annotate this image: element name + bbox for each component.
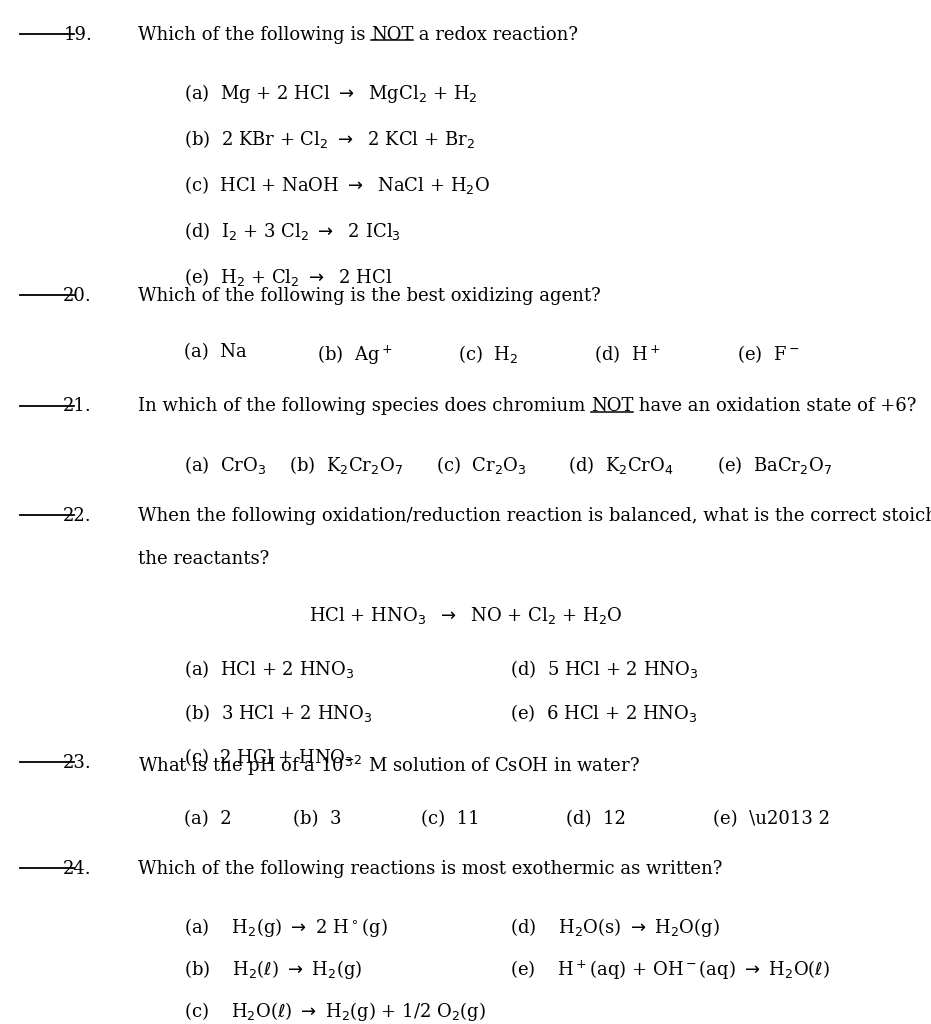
Text: a redox reaction?: a redox reaction? (413, 26, 578, 44)
Text: 20.: 20. (63, 287, 92, 305)
Text: have an oxidation state of +6?: have an oxidation state of +6? (633, 397, 917, 416)
Text: (d)  H$^+$: (d) H$^+$ (594, 343, 661, 365)
Text: 23.: 23. (63, 754, 92, 772)
Text: (e)  F$^-$: (e) F$^-$ (737, 343, 800, 365)
Text: (e)  \u2013 2: (e) \u2013 2 (713, 810, 830, 828)
Text: In which of the following species does chromium: In which of the following species does c… (138, 397, 591, 416)
Text: (b)  3 HCl + 2 HNO$_3$: (b) 3 HCl + 2 HNO$_3$ (184, 702, 372, 724)
Text: Which of the following is the best oxidizing agent?: Which of the following is the best oxidi… (138, 287, 600, 305)
Text: Which of the following is: Which of the following is (138, 26, 371, 44)
Text: (a)  2: (a) 2 (184, 810, 232, 828)
Text: 19.: 19. (63, 26, 92, 44)
Text: (a)  Mg + 2 HCl $\rightarrow$  MgCl$_2$ + H$_2$: (a) Mg + 2 HCl $\rightarrow$ MgCl$_2$ + … (184, 82, 478, 104)
Text: (d)  I$_2$ + 3 Cl$_2$ $\rightarrow$  2 ICl$_3$: (d) I$_2$ + 3 Cl$_2$ $\rightarrow$ 2 ICl… (184, 220, 401, 242)
Text: 24.: 24. (63, 860, 92, 879)
Text: 21.: 21. (63, 397, 92, 416)
Text: (b)  3: (b) 3 (293, 810, 342, 828)
Text: (a)  HCl + 2 HNO$_3$: (a) HCl + 2 HNO$_3$ (184, 658, 355, 680)
Text: (a)  CrO$_3$: (a) CrO$_3$ (184, 454, 267, 475)
Text: 22.: 22. (63, 507, 92, 525)
Text: (b)  K$_2$Cr$_2$O$_7$: (b) K$_2$Cr$_2$O$_7$ (289, 454, 402, 475)
Text: (c)  2 HCl + HNO$_3$: (c) 2 HCl + HNO$_3$ (184, 746, 354, 768)
Text: (e)  6 HCl + 2 HNO$_3$: (e) 6 HCl + 2 HNO$_3$ (510, 702, 697, 724)
Text: (a)    H$_2$(g) $\rightarrow$ 2 H$^\circ$(g): (a) H$_2$(g) $\rightarrow$ 2 H$^\circ$(g… (184, 916, 388, 939)
Text: the reactants?: the reactants? (138, 550, 269, 568)
Text: HCl + HNO$_3$  $\rightarrow$  NO + Cl$_2$ + H$_2$O: HCl + HNO$_3$ $\rightarrow$ NO + Cl$_2$ … (309, 605, 622, 627)
Text: (b)    H$_2$($\ell$) $\rightarrow$ H$_2$(g): (b) H$_2$($\ell$) $\rightarrow$ H$_2$(g) (184, 958, 363, 981)
Text: (b)  Ag$^+$: (b) Ag$^+$ (317, 343, 392, 366)
Text: (e)    H$^+$(aq) + OH$^-$(aq) $\rightarrow$ H$_2$O($\ell$): (e) H$^+$(aq) + OH$^-$(aq) $\rightarrow$… (510, 958, 830, 981)
Text: Which of the following reactions is most exothermic as written?: Which of the following reactions is most… (138, 860, 722, 879)
Text: (d)  12: (d) 12 (566, 810, 626, 828)
Text: (d)    H$_2$O(s) $\rightarrow$ H$_2$O(g): (d) H$_2$O(s) $\rightarrow$ H$_2$O(g) (510, 916, 720, 939)
Text: (e)  H$_2$ + Cl$_2$ $\rightarrow$  2 HCl: (e) H$_2$ + Cl$_2$ $\rightarrow$ 2 HCl (184, 266, 393, 288)
Text: (d)  5 HCl + 2 HNO$_3$: (d) 5 HCl + 2 HNO$_3$ (510, 658, 698, 680)
Text: (b)  2 KBr + Cl$_2$ $\rightarrow$  2 KCl + Br$_2$: (b) 2 KBr + Cl$_2$ $\rightarrow$ 2 KCl +… (184, 128, 475, 150)
Text: (c)    H$_2$O($\ell$) $\rightarrow$ H$_2$(g) + 1/2 O$_2$(g): (c) H$_2$O($\ell$) $\rightarrow$ H$_2$(g… (184, 1000, 486, 1023)
Text: NOT: NOT (371, 26, 413, 44)
Text: (e)  BaCr$_2$O$_7$: (e) BaCr$_2$O$_7$ (717, 454, 831, 475)
Text: (a)  Na: (a) Na (184, 343, 247, 361)
Text: (d)  K$_2$CrO$_4$: (d) K$_2$CrO$_4$ (568, 454, 674, 475)
Text: (c)  11: (c) 11 (421, 810, 479, 828)
Text: NOT: NOT (591, 397, 633, 416)
Text: (c)  Cr$_2$O$_3$: (c) Cr$_2$O$_3$ (436, 454, 526, 475)
Text: (c)  HCl + NaOH $\rightarrow$  NaCl + H$_2$O: (c) HCl + NaOH $\rightarrow$ NaCl + H$_2… (184, 174, 491, 196)
Text: What is the pH of a 10$^{-2}$ M solution of CsOH in water?: What is the pH of a 10$^{-2}$ M solution… (138, 754, 640, 778)
Text: (c)  H$_2$: (c) H$_2$ (458, 343, 519, 365)
Text: When the following oxidation/reduction reaction is balanced, what is the correct: When the following oxidation/reduction r… (138, 507, 931, 525)
